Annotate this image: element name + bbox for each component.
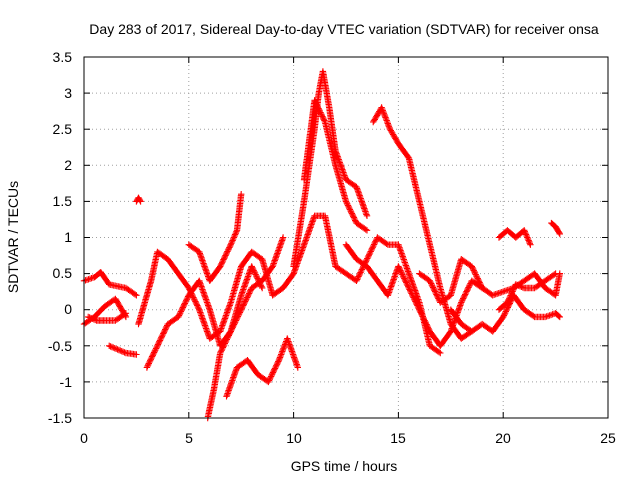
data-point-markers bbox=[495, 227, 534, 248]
y-tick-labels: 3.5 3 2.5 2 1.5 1 0.5 0 -0.5 -1 -1.5 bbox=[48, 49, 72, 426]
series-14 bbox=[342, 241, 486, 349]
x-tick-label: 10 bbox=[286, 430, 302, 446]
series-8 bbox=[185, 191, 245, 284]
data-point-markers bbox=[290, 68, 371, 270]
x-tick-label: 20 bbox=[495, 430, 511, 446]
data-point-markers bbox=[223, 335, 301, 400]
x-axis-label: GPS time / hours bbox=[291, 458, 398, 474]
y-tick-label: 0.5 bbox=[53, 265, 73, 281]
series-17 bbox=[495, 270, 559, 313]
data-point-markers bbox=[133, 194, 144, 205]
series-11 bbox=[290, 68, 371, 270]
x-tick-label: 0 bbox=[80, 430, 88, 446]
series-5 bbox=[133, 194, 144, 205]
y-tick-label: 2 bbox=[64, 157, 72, 173]
y-tick-label: 1.5 bbox=[53, 193, 73, 209]
y-tick-label: -1.5 bbox=[48, 410, 72, 426]
plot-frame bbox=[83, 56, 609, 419]
y-tick-label: 3.5 bbox=[53, 49, 73, 65]
y-tick-label: 3 bbox=[64, 85, 72, 101]
data-point-markers bbox=[185, 191, 245, 284]
x-tick-labels: 0 5 10 15 20 25 bbox=[80, 430, 616, 446]
y-tick-label: -0.5 bbox=[48, 338, 72, 354]
data-point-markers bbox=[300, 97, 371, 234]
y-axis-label: SDTVAR / TECUs bbox=[5, 181, 21, 293]
y-tick-label: -1 bbox=[60, 374, 73, 390]
series-19 bbox=[548, 219, 563, 238]
series-4 bbox=[85, 310, 130, 324]
x-tick-label: 5 bbox=[185, 430, 193, 446]
x-tick-label: 25 bbox=[600, 430, 616, 446]
series-10 bbox=[223, 335, 301, 400]
series-18 bbox=[495, 227, 534, 248]
data-point-markers bbox=[85, 310, 130, 324]
data-points bbox=[80, 68, 563, 422]
data-point-markers bbox=[548, 219, 563, 238]
series-12 bbox=[300, 97, 371, 234]
y-tick-label: 2.5 bbox=[53, 121, 73, 137]
data-point-markers bbox=[342, 241, 486, 349]
x-tick-label: 15 bbox=[390, 430, 406, 446]
series-3 bbox=[106, 342, 140, 358]
data-point-markers bbox=[106, 342, 140, 358]
y-tick-label: 0 bbox=[64, 301, 72, 317]
y-tick-label: 1 bbox=[64, 229, 72, 245]
data-point-markers bbox=[447, 292, 563, 335]
data-point-markers bbox=[495, 270, 559, 313]
series-16 bbox=[447, 292, 563, 335]
chart-title: Day 283 of 2017, Sidereal Day-to-day VTE… bbox=[89, 21, 599, 37]
